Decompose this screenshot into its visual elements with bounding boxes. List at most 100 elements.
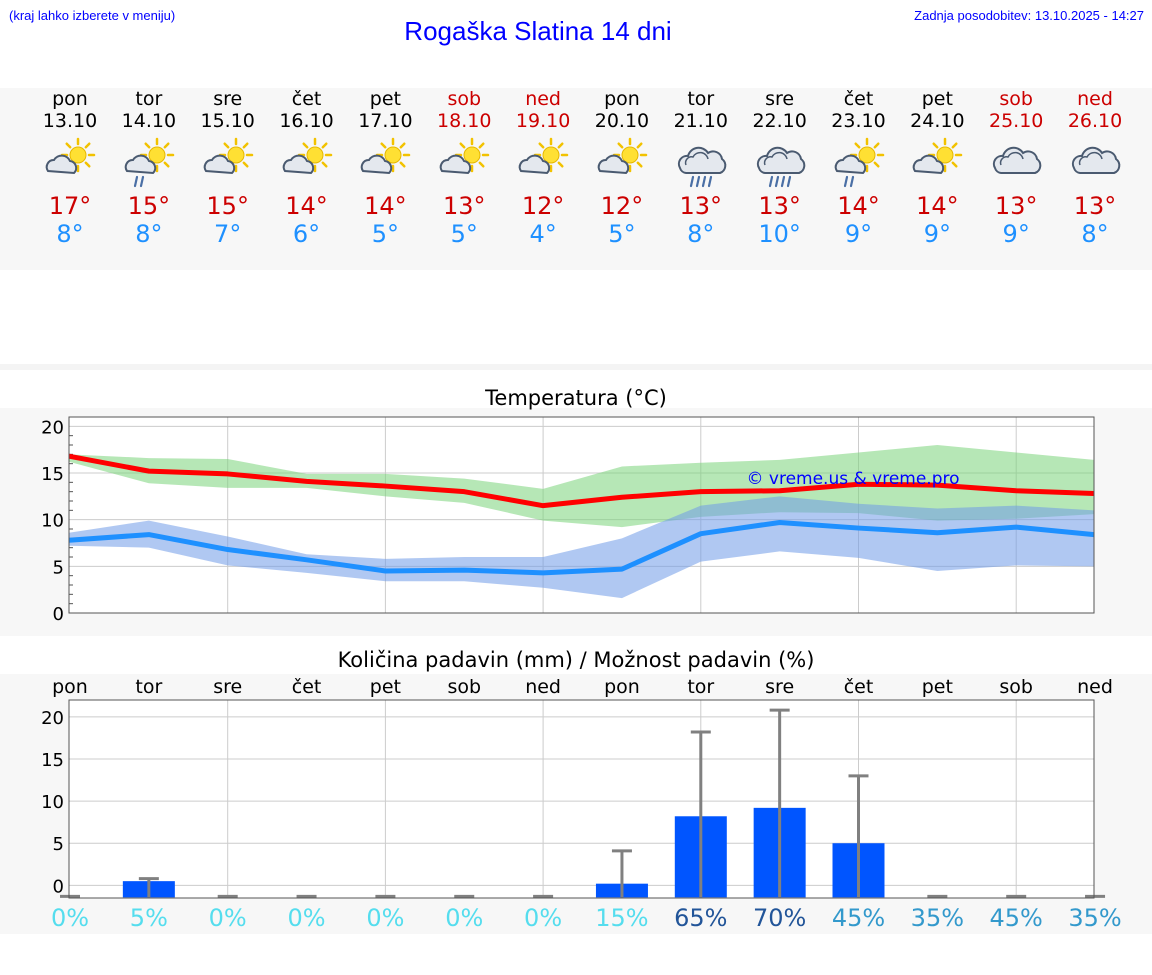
partly-cloudy-icon [361, 137, 411, 175]
partly-cloudy-icon [203, 137, 253, 175]
day-date: 19.10 [515, 110, 571, 132]
day-date: 21.10 [673, 110, 728, 132]
day-name: pet [921, 88, 953, 110]
precip-probability-label: 0% [524, 904, 562, 932]
day-column: sre 22.10 13° 10° [740, 88, 820, 248]
y-tick-label: 15 [41, 464, 64, 485]
page-title: Rogaška Slatina 14 dni [404, 16, 672, 46]
day-name: ned [1077, 88, 1113, 110]
day-column: pon 13.10 17° 8° [30, 88, 110, 248]
max-temp: 14° [364, 192, 407, 220]
min-temp: 8° [1081, 220, 1109, 248]
partly-cloudy-icon [440, 137, 490, 175]
x-category-label: ned [1077, 676, 1113, 698]
min-range-band [69, 496, 1094, 599]
day-name: pon [604, 88, 640, 110]
last-updated: Zadnja posodobitev: 13.10.2025 - 14:27 [914, 8, 1144, 23]
day-name: sre [765, 88, 795, 110]
y-tick-label: 0 [53, 876, 64, 897]
location-hint: (kraj lahko izberete v meniju) [9, 8, 176, 23]
day-date: 23.10 [831, 110, 886, 132]
min-temp: 8° [687, 220, 715, 248]
y-tick-label: 10 [41, 792, 64, 813]
temperature-chart: 0 5 10 15 20 © vreme.us & vreme.pro [41, 416, 1095, 625]
x-category-label: tor [135, 676, 162, 698]
day-date: 13.10 [42, 110, 98, 132]
day-column: čet 23.10 14° 9° [819, 88, 899, 248]
x-category-label: čet [844, 676, 874, 698]
precip-probability-label: 0% [445, 904, 483, 932]
max-temp: 13° [1073, 192, 1117, 220]
day-column: sob 18.10 13° 5° [424, 88, 504, 248]
precip-probability-label: 5% [130, 904, 168, 932]
max-temp: 12° [600, 192, 644, 220]
forecast-band [0, 88, 1152, 270]
min-temp: 8° [135, 220, 163, 248]
x-category-label: pet [922, 676, 953, 698]
day-date: 24.10 [910, 110, 965, 132]
precip-probability-label: 45% [990, 904, 1043, 932]
y-tick-label: 5 [53, 834, 64, 855]
day-column: pet 24.10 14° 9° [897, 88, 977, 248]
day-date: 17.10 [358, 110, 413, 132]
precip-probability-label: 0% [209, 904, 247, 932]
day-date: 14.10 [121, 110, 177, 132]
day-date: 20.10 [594, 110, 650, 132]
y-tick-label: 5 [53, 557, 64, 578]
day-date: 18.10 [437, 110, 492, 132]
max-temp: 15° [206, 192, 249, 220]
max-temp: 14° [285, 192, 328, 220]
max-temp-line [68, 453, 1095, 509]
y-tick-label: 20 [41, 708, 64, 729]
cloudy-icon [1071, 146, 1121, 174]
precip-probability-label: 45% [832, 904, 885, 932]
temperature-chart-title: Temperatura (°C) [485, 386, 667, 410]
x-category-label: pon [604, 676, 640, 698]
min-temp: 9° [844, 220, 873, 248]
y-tick-label: 0 [53, 604, 64, 625]
precip-probability-label: 0% [51, 904, 89, 932]
day-date: 26.10 [1067, 110, 1123, 132]
x-category-label: ned [525, 676, 561, 698]
separator [0, 364, 1152, 370]
x-category-label: pet [370, 676, 401, 698]
partly-cloudy-icon [597, 137, 648, 175]
day-date: 25.10 [988, 110, 1044, 132]
day-date: 16.10 [279, 110, 334, 132]
day-column: čet 16.10 14° 6° [267, 88, 347, 248]
min-temp-line [68, 519, 1095, 576]
max-temp: 13° [679, 192, 723, 220]
max-temp: 17° [48, 192, 92, 220]
x-category-label: sre [213, 676, 242, 698]
partly-cloudy-icon [45, 137, 96, 175]
x-category-label: sob [447, 676, 481, 698]
max-temp: 13° [758, 192, 801, 220]
day-name: tor [135, 88, 163, 110]
max-temp: 15° [127, 192, 171, 220]
min-temp: 9° [923, 220, 951, 248]
min-temp: 6° [292, 220, 321, 248]
day-name: pet [369, 88, 401, 110]
day-name: čet [843, 88, 874, 110]
plot-area [69, 700, 1094, 898]
min-temp: 8° [56, 220, 84, 248]
x-category-label: sob [999, 676, 1033, 698]
day-column: sob 25.10 13° 9° [976, 88, 1056, 248]
max-temp: 12° [521, 192, 565, 220]
precip-probability-label: 70% [753, 904, 806, 932]
min-temp: 5° [450, 220, 478, 248]
day-column: ned 26.10 13° 8° [1055, 88, 1135, 248]
partly-cloudy-icon [518, 137, 569, 175]
cloudy-icon [993, 146, 1042, 174]
precip-probability-label: 65% [674, 904, 727, 932]
partly-cloudy-icon [913, 137, 963, 175]
max-temp: 14° [916, 192, 959, 220]
cloudy-rain-icon [677, 146, 727, 188]
min-temp: 7° [214, 220, 242, 248]
precip-probability-label: 0% [288, 904, 326, 932]
day-column: pon 20.10 12° 5° [582, 88, 662, 248]
day-column: ned 19.10 12° 4° [503, 88, 583, 248]
day-name: čet [291, 88, 322, 110]
plot-border [68, 699, 1095, 899]
day-column: tor 14.10 15° 8° [109, 88, 189, 248]
